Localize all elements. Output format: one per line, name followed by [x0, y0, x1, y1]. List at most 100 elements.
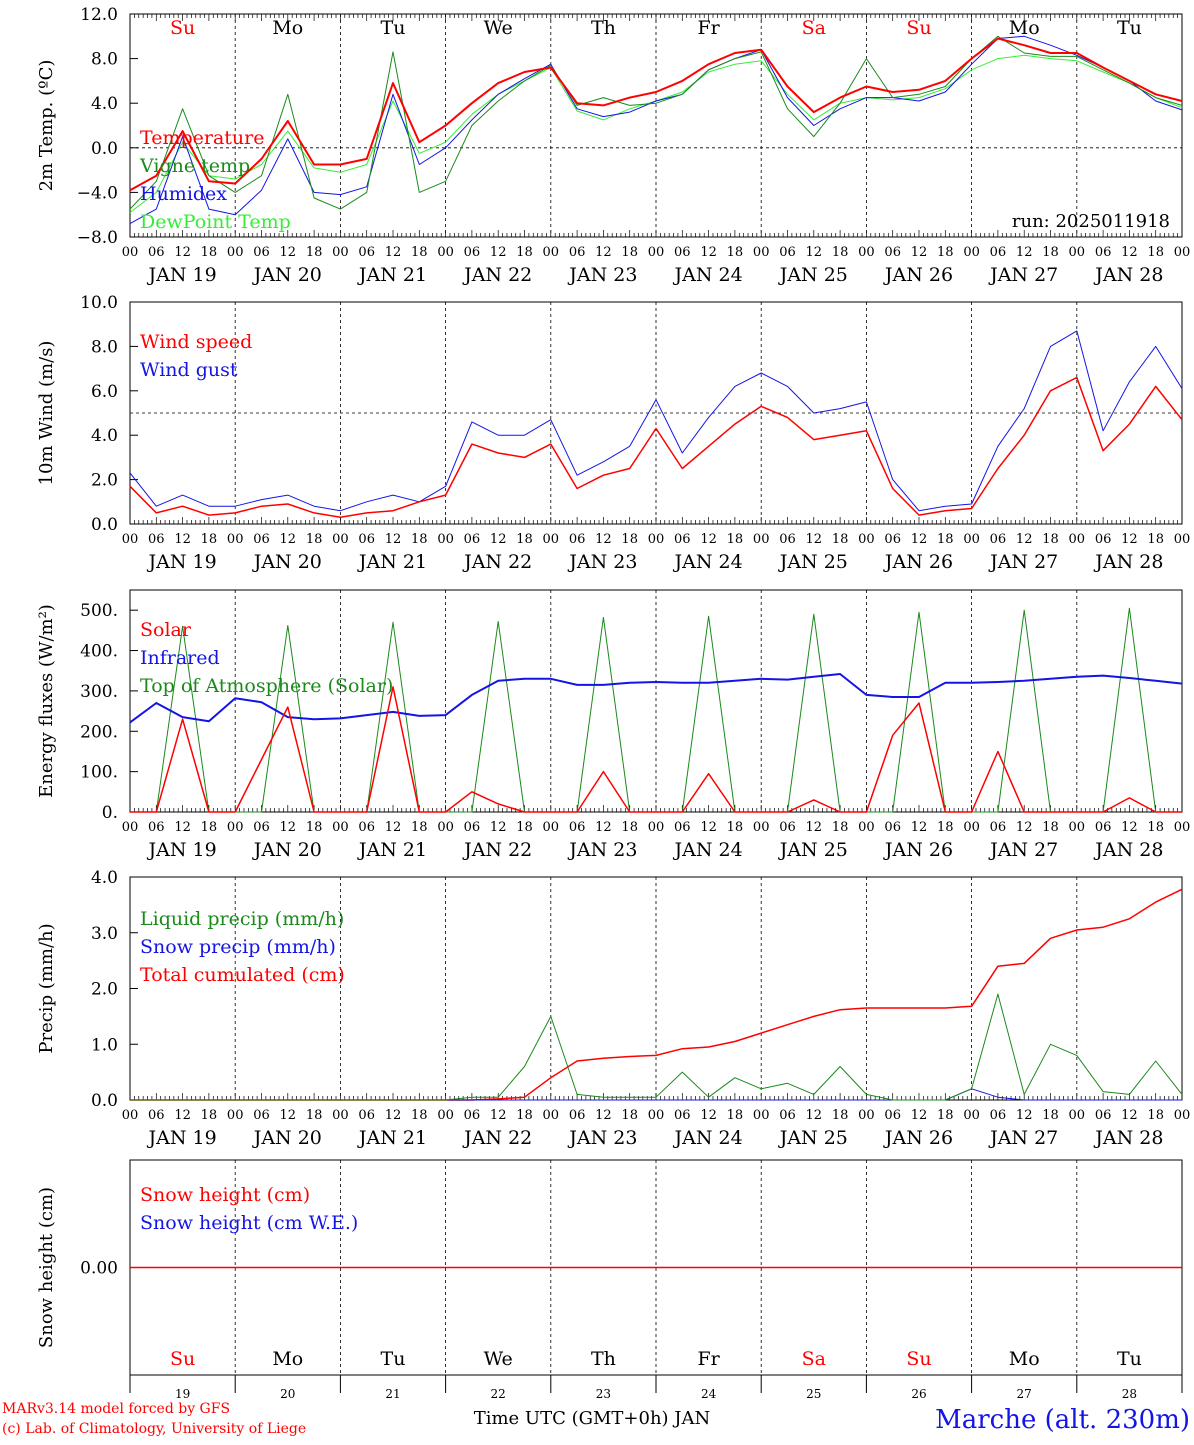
- series-line: [129, 35, 1183, 225]
- date-label: JAN 20: [252, 839, 322, 861]
- y-axis-label: Precip (mm/h): [36, 923, 57, 1053]
- y-tick-label: 12.0: [80, 5, 118, 25]
- series-line: [129, 330, 1183, 512]
- date-label: JAN 21: [357, 839, 427, 861]
- hour-tick-label: 00: [963, 245, 980, 260]
- y-tick-label: 300.: [80, 682, 118, 702]
- hour-tick-label: 06: [990, 532, 1007, 547]
- hour-tick-label: 06: [990, 1108, 1007, 1123]
- hour-tick-label: 18: [937, 1108, 954, 1123]
- day-number: 21: [385, 1387, 400, 1401]
- hour-tick-label: 00: [543, 820, 560, 835]
- hour-tick-label: 12: [174, 1108, 191, 1123]
- hour-tick-label: 12: [174, 245, 191, 260]
- hour-tick-label: 12: [490, 1108, 507, 1123]
- hour-tick-label: 06: [148, 1108, 165, 1123]
- hour-tick-label: 18: [1042, 820, 1059, 835]
- y-tick-label: 0.0: [91, 139, 118, 159]
- hour-tick-label: 00: [1069, 532, 1086, 547]
- hour-tick-label: 12: [806, 1108, 823, 1123]
- date-label: JAN 23: [567, 1127, 637, 1149]
- y-tick-label: 200.: [80, 722, 118, 742]
- lab-credit: (c) Lab. of Climatology, University of L…: [2, 1421, 306, 1437]
- hour-tick-label: 12: [700, 532, 717, 547]
- date-label: JAN 19: [147, 839, 217, 861]
- weekday-label: Th: [591, 1348, 616, 1370]
- legend-entry: Top of Atmosphere (Solar): [140, 675, 393, 697]
- hour-tick-label: 00: [543, 532, 560, 547]
- date-label: JAN 21: [357, 264, 427, 286]
- hour-tick-label: 12: [385, 245, 402, 260]
- model-credit: MARv3.14 model forced by GFS: [2, 1401, 230, 1417]
- legend-entry: Wind gust: [140, 359, 238, 381]
- legend-entry: Vigne temp: [139, 155, 250, 177]
- weekday-label: Mo: [272, 1348, 303, 1370]
- y-tick-label: −8.0: [77, 228, 118, 248]
- day-number: 22: [491, 1387, 506, 1401]
- date-label: JAN 24: [673, 264, 743, 286]
- hour-tick-label: 12: [700, 245, 717, 260]
- hour-tick-label: 18: [516, 820, 533, 835]
- weekday-label: Mo: [1009, 1348, 1040, 1370]
- weekday-label: Su: [170, 1348, 195, 1370]
- hour-tick-label: 18: [201, 1108, 218, 1123]
- hour-tick-label: 06: [464, 820, 481, 835]
- hour-tick-label: 06: [464, 1108, 481, 1123]
- date-label: JAN 20: [252, 551, 322, 573]
- hour-tick-label: 18: [937, 245, 954, 260]
- hour-tick-label: 00: [437, 245, 454, 260]
- date-label: JAN 24: [673, 1127, 743, 1149]
- hour-tick-label: 12: [280, 820, 297, 835]
- day-number: 25: [806, 1387, 821, 1401]
- hour-tick-label: 18: [621, 1108, 638, 1123]
- hour-tick-label: 18: [727, 820, 744, 835]
- hour-tick-label: 00: [753, 532, 770, 547]
- day-number: 26: [911, 1387, 926, 1401]
- date-label: JAN 19: [147, 264, 217, 286]
- hour-tick-label: 12: [1121, 245, 1138, 260]
- hour-tick-label: 12: [280, 1108, 297, 1123]
- hour-tick-label: 06: [569, 532, 586, 547]
- hour-tick-label: 06: [884, 1108, 901, 1123]
- y-tick-label: 2.0: [91, 471, 118, 491]
- hour-tick-label: 00: [227, 820, 244, 835]
- weekday-label: Fr: [697, 1348, 720, 1370]
- hour-tick-label: 18: [411, 1108, 428, 1123]
- hour-tick-label: 12: [174, 532, 191, 547]
- panel-1: 00 06 12 18 00 06 12 18 00 06 12 18 00 06 12 18 00 06 12 18…: [36, 5, 1190, 286]
- hour-tick-label: 12: [595, 532, 612, 547]
- hour-tick-label: 00: [1174, 820, 1191, 835]
- hour-tick-label: 18: [516, 1108, 533, 1123]
- y-tick-label: 4.0: [91, 94, 118, 114]
- hour-tick-label: 12: [700, 1108, 717, 1123]
- hour-tick-label: 06: [884, 532, 901, 547]
- weekday-label: We: [484, 17, 513, 39]
- hour-tick-label: 12: [911, 532, 928, 547]
- hour-tick-label: 00: [122, 820, 139, 835]
- hour-tick-label: 00: [648, 820, 665, 835]
- hour-tick-label: 18: [727, 245, 744, 260]
- date-label: JAN 26: [883, 264, 953, 286]
- hour-tick-label: 12: [595, 245, 612, 260]
- y-axis-label: 10m Wind (m/s): [36, 341, 57, 486]
- hour-tick-label: 06: [569, 820, 586, 835]
- hour-tick-label: 00: [1069, 1108, 1086, 1123]
- hour-tick-label: 12: [806, 532, 823, 547]
- hour-tick-label: 00: [1069, 245, 1086, 260]
- hour-tick-label: 06: [148, 820, 165, 835]
- legend-entry: Snow height (cm W.E.): [140, 1212, 358, 1234]
- hour-tick-label: 06: [253, 820, 270, 835]
- hour-tick-label: 06: [464, 245, 481, 260]
- hour-tick-label: 06: [1095, 532, 1112, 547]
- date-label: JAN 25: [778, 264, 848, 286]
- hour-tick-label: 06: [253, 532, 270, 547]
- weekday-label: Su: [906, 1348, 931, 1370]
- hour-tick-label: 06: [779, 245, 796, 260]
- date-label: JAN 23: [567, 839, 637, 861]
- hour-tick-label: 18: [306, 1108, 323, 1123]
- hour-tick-label: 12: [911, 820, 928, 835]
- hour-tick-label: 12: [1016, 820, 1033, 835]
- hour-tick-label: 06: [358, 245, 375, 260]
- date-label: JAN 24: [673, 551, 743, 573]
